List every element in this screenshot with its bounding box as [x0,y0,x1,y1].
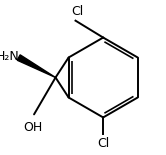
Text: OH: OH [23,120,42,133]
Text: Cl: Cl [97,137,109,150]
Text: H₂N: H₂N [0,50,20,63]
Polygon shape [17,55,56,78]
Text: Cl: Cl [71,5,83,18]
